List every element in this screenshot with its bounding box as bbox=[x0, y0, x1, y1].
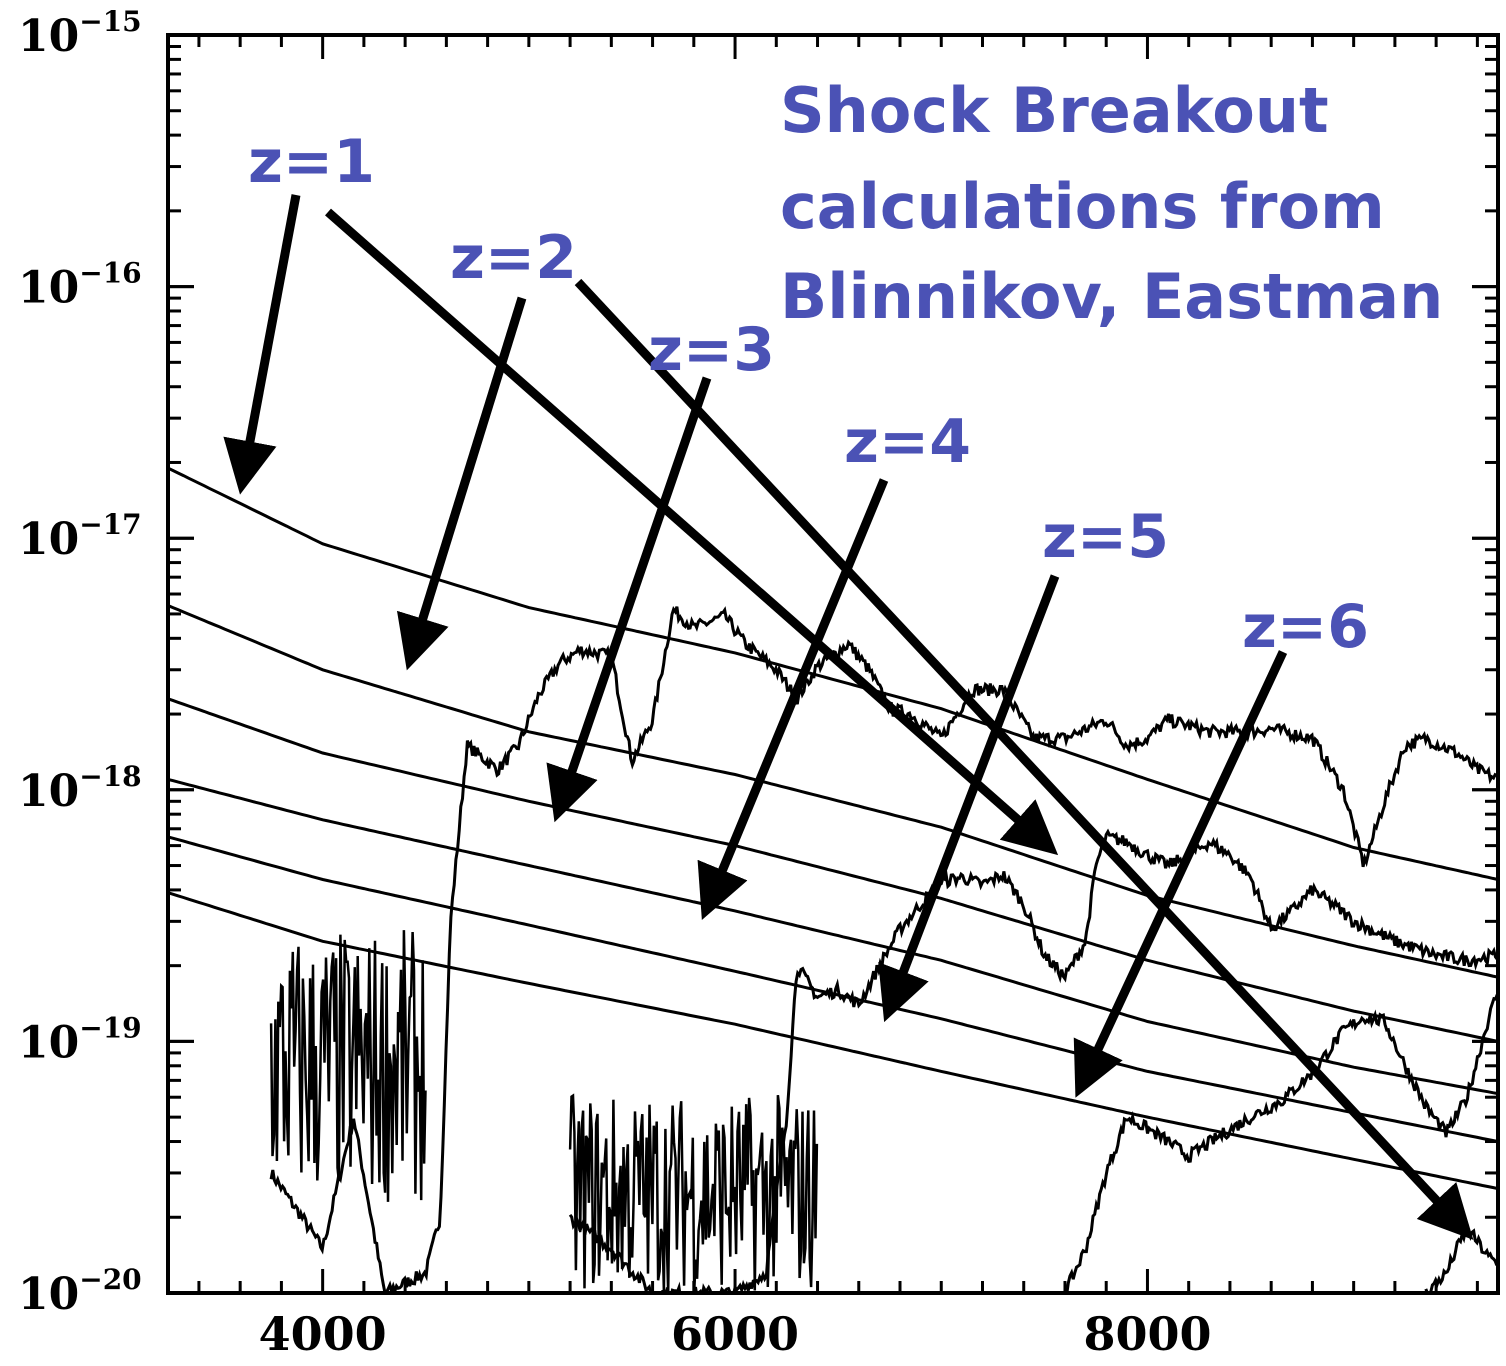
y-tick-label: 10−19 bbox=[18, 1011, 142, 1068]
label-layer: 4000 6000 8000 10−15 10−16 10−17 10−18 10−19 10−… bbox=[18, 5, 1211, 1361]
model-curve-1 bbox=[168, 466, 1498, 881]
annotation-layer: z=1 z=2 z=3 z=4 z=5 z=6 Shock Breakout calculat… bbox=[248, 74, 1443, 662]
redshift-label-z4: z=4 bbox=[844, 407, 971, 477]
redshift-label-z2: z=2 bbox=[450, 223, 577, 293]
y-tick-label: 10−16 bbox=[18, 257, 142, 314]
source-note-line-3: Blinnikov, Eastman bbox=[780, 260, 1443, 333]
noisy-spectrum-1 bbox=[269, 930, 427, 1202]
x-tick-label: 8000 bbox=[1083, 1307, 1211, 1361]
pointer-arrow-7 bbox=[878, 574, 1060, 1023]
redshift-label-z5: z=5 bbox=[1042, 502, 1169, 572]
pointer-arrow-8 bbox=[1073, 650, 1288, 1098]
pointer-arrow-3 bbox=[396, 296, 527, 671]
arrow-layer bbox=[223, 194, 1474, 1240]
y-tick-label: 10−20 bbox=[18, 1263, 142, 1320]
noisy-spectrum-2 bbox=[568, 1093, 819, 1293]
y-tick-label: 10−18 bbox=[18, 760, 142, 817]
spectrum-2 bbox=[568, 828, 1498, 1293]
redshift-label-z3: z=3 bbox=[648, 315, 775, 385]
pointer-arrow-6 bbox=[697, 478, 889, 920]
pointer-arrow-4 bbox=[574, 278, 1474, 1240]
model-curve-4 bbox=[168, 777, 1498, 1096]
pointer-arrow-5 bbox=[546, 376, 712, 823]
spectrum-3 bbox=[1065, 994, 1498, 1293]
redshift-label-z6: z=6 bbox=[1242, 592, 1369, 662]
source-note-line-1: Shock Breakout bbox=[780, 74, 1329, 147]
y-tick-label: 10−15 bbox=[18, 5, 142, 62]
model-curve-6 bbox=[168, 891, 1498, 1191]
pointer-arrow-1 bbox=[223, 194, 301, 495]
pointer-arrow-2 bbox=[325, 208, 1059, 856]
y-tick-label: 10−17 bbox=[18, 508, 142, 565]
source-note-line-2: calculations from bbox=[780, 170, 1385, 243]
model-curve-3 bbox=[168, 697, 1498, 1043]
x-tick-label: 4000 bbox=[259, 1307, 387, 1361]
tick-layer bbox=[168, 33, 1498, 1295]
redshift-label-z1: z=1 bbox=[248, 127, 375, 197]
x-tick-label: 6000 bbox=[671, 1307, 799, 1361]
plot-frame bbox=[166, 33, 1500, 1295]
